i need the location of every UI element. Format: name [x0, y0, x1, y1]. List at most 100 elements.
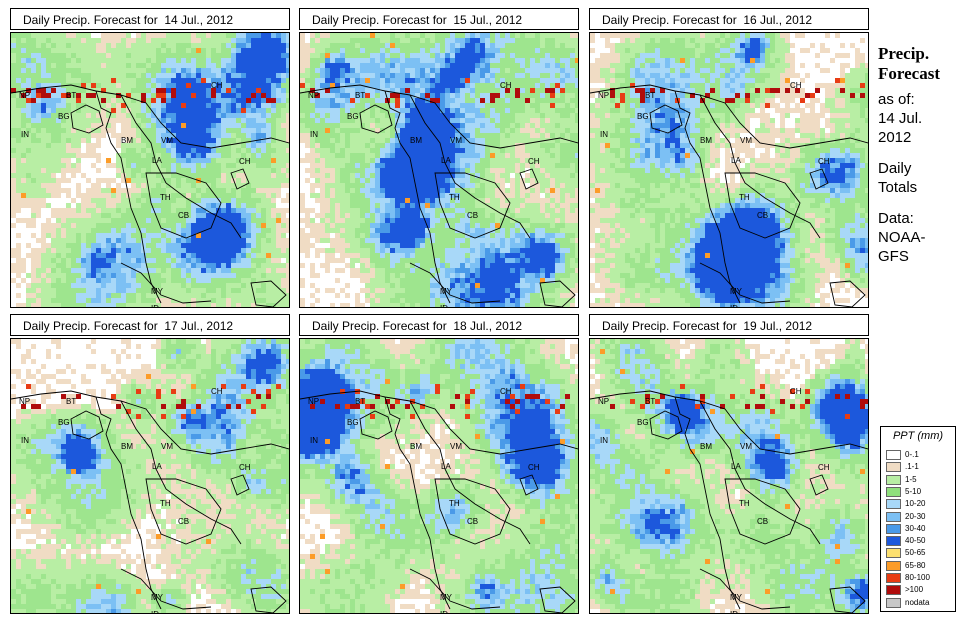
country-label: CB — [178, 517, 190, 526]
country-label: CH — [818, 463, 830, 472]
country-label: CB — [467, 211, 479, 220]
precip-map: NP BT BG IN CH BM VM LA TH CB MY ID CH — [299, 338, 579, 614]
country-label: VM — [161, 442, 173, 451]
country-label: BT — [355, 397, 366, 406]
country-label: LA — [731, 156, 741, 165]
legend-item: 50-65 — [886, 547, 925, 559]
country-label: CB — [757, 517, 769, 526]
panel-title: Daily Precip. Forecast for 15 Jul., 2012 — [299, 8, 579, 30]
country-label: BT — [66, 91, 77, 100]
legend-item: 0-.1 — [886, 449, 919, 461]
legend-swatch — [886, 462, 901, 473]
country-label: CH — [790, 387, 802, 396]
legend-item: nodata — [886, 597, 929, 609]
country-label: CH — [500, 81, 512, 90]
legend-swatch — [886, 597, 901, 608]
country-label: NP — [19, 397, 31, 406]
country-label: CB — [467, 517, 479, 526]
forecast-panel-1: Daily Precip. Forecast for 14 Jul., 2012… — [10, 8, 290, 308]
asof-label: as of: — [878, 91, 915, 108]
country-label: IN — [21, 130, 29, 139]
forecast-panel-4: Daily Precip. Forecast for 17 Jul., 2012… — [10, 314, 290, 614]
asof-year: 2012 — [878, 129, 912, 146]
legend-label: >100 — [905, 585, 924, 595]
country-label: ID — [730, 304, 738, 307]
side-info: Precip. Forecast as of: 14 Jul. 2012 Dai… — [878, 44, 962, 266]
precip-map: NP BT BG IN CH BM VM LA TH CB MY ID CH — [299, 32, 579, 308]
legend-swatch — [886, 548, 901, 559]
panel-title: Daily Precip. Forecast for 17 Jul., 2012 — [10, 314, 290, 336]
country-label: MY — [730, 593, 742, 602]
precip-field — [300, 33, 578, 307]
legend-label: 80-100 — [905, 573, 930, 582]
country-label: MY — [151, 287, 163, 296]
country-label: BG — [347, 418, 359, 427]
legend-swatch — [886, 474, 901, 485]
asof-date: 14 Jul. — [878, 110, 923, 127]
country-label: MY — [730, 287, 742, 296]
country-label: CH — [790, 81, 802, 90]
country-label: TH — [449, 193, 460, 202]
country-label: ID — [440, 610, 448, 613]
country-label: MY — [440, 287, 452, 296]
legend-swatch — [886, 585, 901, 596]
country-label: BM — [700, 136, 712, 145]
legend-label: 5-10 — [905, 486, 922, 496]
side-title-1: Precip. — [878, 44, 930, 63]
legend-swatch — [886, 450, 901, 460]
precip-field — [11, 33, 289, 307]
country-label: BT — [645, 91, 656, 100]
country-label: NP — [308, 91, 320, 100]
precip-map: NP BT BG IN CH BM VM LA TH CB MY ID CH — [10, 32, 290, 308]
legend-title: PPT (mm) — [892, 430, 944, 442]
country-label: TH — [739, 193, 750, 202]
country-label: ID — [151, 610, 159, 613]
country-label: BM — [121, 442, 133, 451]
legend-item: >100 — [886, 584, 923, 596]
legend-swatch — [886, 511, 901, 522]
panel-title: Daily Precip. Forecast for 19 Jul., 2012 — [589, 314, 869, 336]
legend-swatch — [886, 536, 901, 547]
country-label: BM — [410, 442, 422, 451]
legend-label: 1-5 — [905, 474, 917, 484]
country-label: ID — [440, 304, 448, 307]
side-title-2: Forecast — [878, 64, 940, 83]
country-label: BT — [355, 91, 366, 100]
country-label: NP — [308, 397, 320, 406]
country-label: CH — [818, 157, 830, 166]
country-label: BM — [700, 442, 712, 451]
country-label: IN — [600, 130, 608, 139]
legend-swatch — [886, 560, 901, 571]
panel-title: Daily Precip. Forecast for 18 Jul., 2012 — [299, 314, 579, 336]
country-label: VM — [450, 136, 462, 145]
country-label: NP — [598, 397, 610, 406]
country-label: BG — [637, 418, 649, 427]
country-label: VM — [161, 136, 173, 145]
country-label: ID — [730, 610, 738, 613]
legend-item: 20-30 — [886, 511, 925, 523]
precip-field — [300, 339, 578, 613]
legend-label: 50-65 — [905, 548, 926, 558]
country-label: LA — [152, 462, 162, 471]
country-label: VM — [450, 442, 462, 451]
country-label: CH — [211, 81, 223, 90]
ppt-legend: PPT (mm) 0-.1 .1-1 1-5 5-10 10-20 20-30 30-40 4… — [880, 426, 956, 612]
legend-swatch — [886, 499, 901, 510]
country-label: CB — [178, 211, 190, 220]
totals-label: Totals — [878, 179, 918, 196]
data-source: NOAA- — [878, 229, 926, 246]
legend-item: 80-100 — [886, 572, 930, 584]
legend-item: 65-80 — [886, 560, 925, 572]
daily-label: Daily — [878, 160, 912, 177]
country-label: BM — [410, 136, 422, 145]
country-label: MY — [440, 593, 452, 602]
country-label: BG — [637, 112, 649, 121]
forecast-panel-6: Daily Precip. Forecast for 19 Jul., 2012… — [589, 314, 869, 614]
country-label: IN — [310, 130, 318, 139]
legend-label: 40-50 — [905, 536, 926, 546]
country-label: CH — [239, 463, 251, 472]
country-label: TH — [449, 499, 460, 508]
country-label: BT — [645, 397, 656, 406]
country-label: MY — [151, 593, 163, 602]
legend-label: nodata — [905, 597, 930, 607]
